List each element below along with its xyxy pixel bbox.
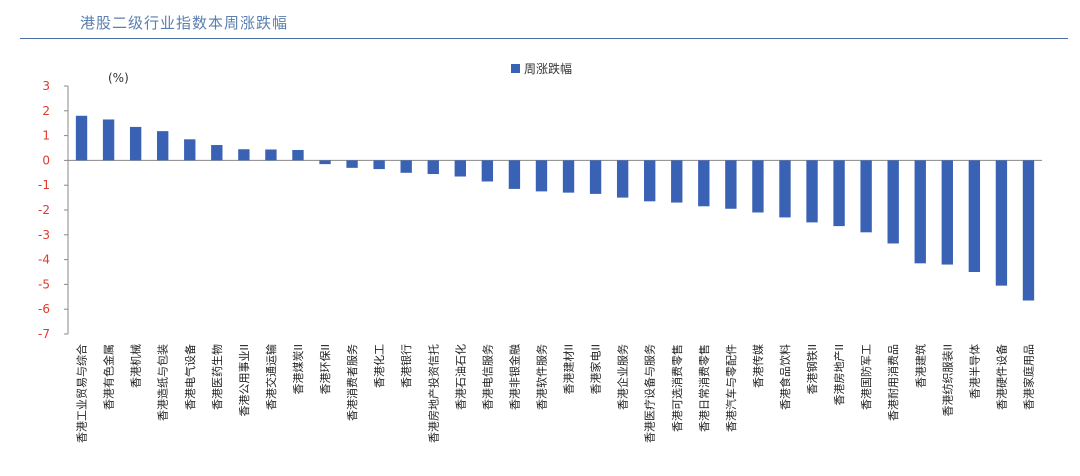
x-tick-label: 香港可选消费零售 — [670, 344, 684, 432]
y-tick-label: 0 — [42, 153, 50, 167]
x-tick-label: 香港纺织服装II — [940, 344, 954, 417]
x-tick-label: 香港建材II — [562, 344, 576, 395]
x-tick-label: 香港银行 — [399, 344, 413, 388]
x-tick-label: 香港医药生物 — [210, 344, 224, 410]
bar — [833, 160, 845, 227]
x-tick-label: 香港电气设备 — [183, 344, 197, 410]
y-tick-label: -1 — [38, 178, 50, 192]
x-tick-label: 香港机械 — [129, 344, 143, 388]
page-title: 港股二级行业指数本周涨跌幅 — [80, 14, 289, 32]
y-tick-label: -4 — [38, 253, 50, 267]
bar — [508, 160, 521, 189]
bar — [752, 160, 764, 213]
bar — [319, 160, 331, 165]
x-tick-label: 香港家庭用品 — [1021, 344, 1035, 410]
x-tick-label: 香港有色金属 — [102, 344, 116, 410]
bar — [373, 160, 385, 170]
y-tick-label: -7 — [38, 327, 50, 341]
x-tick-label: 香港电信服务 — [481, 344, 494, 410]
bar — [616, 160, 629, 198]
bar — [427, 160, 439, 175]
bar — [400, 160, 412, 173]
x-tick-label: 香港消费者服务 — [345, 344, 359, 421]
bar — [129, 126, 142, 161]
bar — [995, 160, 1008, 286]
bar — [265, 149, 277, 161]
x-tick-label: 香港传媒 — [752, 344, 765, 388]
x-tick-label: 香港钢铁II — [806, 344, 819, 395]
y-tick-label: 2 — [42, 104, 50, 118]
bar — [806, 160, 818, 223]
bar — [779, 160, 791, 218]
x-tick-label: 香港造纸与包装 — [156, 344, 170, 421]
x-tick-label: 香港医疗设备与服务 — [643, 344, 657, 443]
x-tick-label: 香港工业贸易与综合 — [75, 344, 89, 443]
bar — [157, 131, 169, 161]
bar — [238, 149, 250, 161]
legend-swatch — [511, 64, 520, 73]
bar — [102, 119, 115, 161]
bar — [914, 160, 926, 264]
x-tick-label: 香港汽车与零配件 — [724, 344, 738, 432]
x-tick-label: 香港公用事业II — [238, 344, 251, 417]
x-tick-label: 香港煤炭II — [292, 344, 305, 395]
x-tick-label: 香港化工 — [372, 344, 386, 388]
bar — [346, 160, 358, 168]
y-unit-label: (%) — [108, 71, 129, 85]
bars — [75, 115, 1035, 301]
title-divider — [20, 38, 1068, 39]
x-tick-label: 香港环保II — [318, 344, 332, 395]
y-tick-label: -2 — [38, 203, 50, 217]
x-tick-label: 香港家电II — [589, 344, 603, 395]
y-tick-label: -6 — [38, 302, 50, 316]
y-axis: 3 2 1 0 -1 -2 -3 -4 -5 -6 -7 — [38, 79, 1042, 341]
x-tick-label: 香港建筑 — [913, 344, 927, 388]
x-tick-label: 香港交通运输 — [264, 344, 278, 410]
x-tick-label: 香港企业服务 — [616, 344, 630, 410]
legend-label: 周涨跌幅 — [524, 61, 572, 76]
bar — [292, 149, 304, 161]
bar — [860, 160, 872, 233]
bar — [941, 160, 953, 265]
x-tick-label: 香港非银金融 — [507, 344, 521, 410]
bar — [698, 160, 710, 207]
bar — [184, 139, 196, 161]
bar — [481, 160, 494, 182]
legend: 周涨跌幅 — [511, 61, 572, 76]
x-tick-label: 香港日常消费零售 — [697, 344, 711, 432]
bar — [75, 115, 88, 161]
x-tick-label: 香港石油石化 — [453, 344, 467, 410]
x-tick-label: 香港半导体 — [967, 344, 981, 399]
y-tick-label: -5 — [38, 277, 50, 291]
y-tick-label: 1 — [42, 129, 50, 143]
x-axis-labels: 香港工业贸易与综合 香港有色金属 香港机械 香港造纸与包装 香港电气设备 香港医药生物 香港… — [75, 344, 1036, 443]
x-tick-label: 香港房地产投资信托 — [426, 344, 440, 443]
bar — [887, 160, 899, 244]
bar — [968, 160, 981, 272]
bar — [671, 160, 683, 203]
bar — [535, 160, 548, 192]
y-tick-label: -3 — [38, 228, 50, 242]
x-tick-label: 香港硬件设备 — [994, 344, 1008, 410]
x-tick-label: 香港房地产II — [832, 344, 846, 406]
x-tick-label: 香港国防军工 — [859, 344, 873, 410]
bar — [1022, 160, 1035, 301]
x-tick-label: 香港食品饮料 — [778, 344, 792, 410]
x-tick-label: 香港软件服务 — [534, 344, 548, 410]
bar — [589, 160, 602, 194]
bar — [454, 160, 466, 177]
bar — [562, 160, 575, 193]
y-tick-label: 3 — [42, 79, 50, 93]
bar — [725, 160, 737, 209]
x-tick-label: 香港耐用消费品 — [886, 344, 900, 421]
bar — [644, 160, 656, 202]
bar — [211, 145, 223, 161]
